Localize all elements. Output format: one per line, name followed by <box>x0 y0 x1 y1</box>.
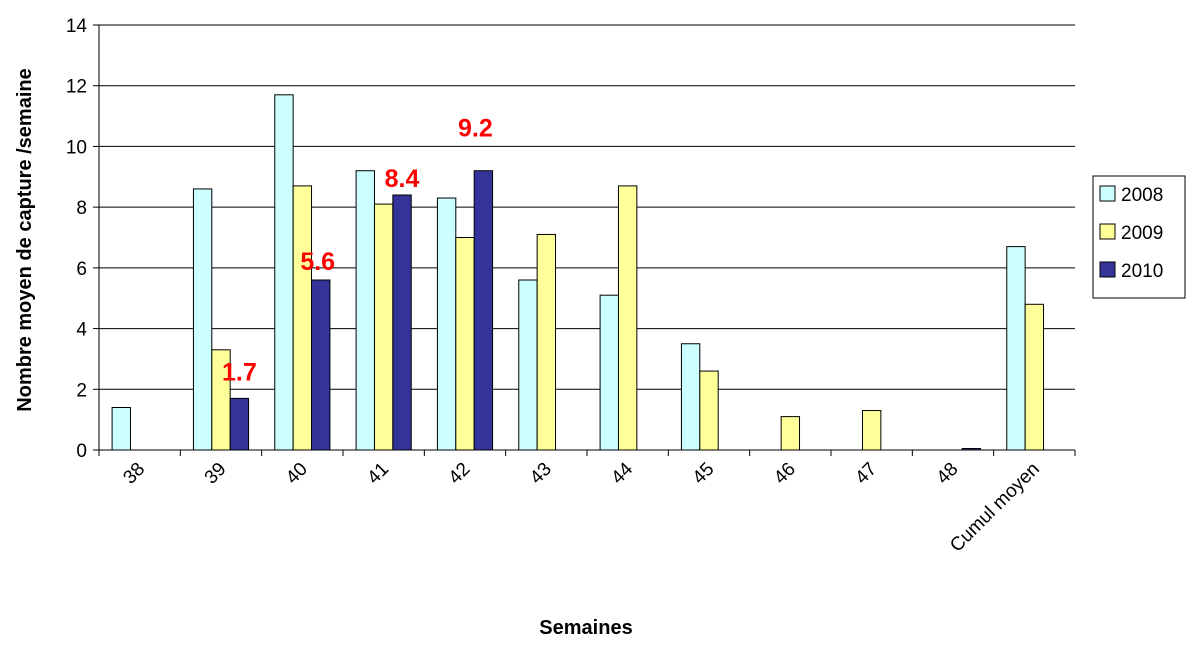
bar-2008-45 <box>680 343 701 451</box>
bar-2008-39 <box>192 188 213 451</box>
bar-2010-41 <box>392 194 412 451</box>
bars <box>111 94 1045 451</box>
legend-label-2008: 2008 <box>1121 185 1163 206</box>
x-tick-label: 47 <box>851 459 881 489</box>
bar-2009-47 <box>861 410 882 451</box>
bar-2008-38 <box>111 407 131 451</box>
legend-swatch-2008 <box>1099 185 1116 202</box>
bar-2008-cumul-moyen <box>1006 246 1026 451</box>
x-tick-label: 45 <box>689 459 719 489</box>
x-tick-label: 43 <box>526 459 556 489</box>
legend: 2008 2009 2010 <box>1092 175 1186 299</box>
data-label-41: 8.4 <box>385 165 420 193</box>
bar-2009-45 <box>699 370 719 451</box>
x-tick-label: 40 <box>282 459 312 489</box>
data-label-40: 5.6 <box>300 248 335 276</box>
legend-label-2010: 2010 <box>1121 261 1163 282</box>
bar-2008-41 <box>355 170 375 451</box>
y-tick-label: 4 <box>76 320 87 341</box>
legend-swatch-2010 <box>1099 261 1116 278</box>
y-tick-label: 14 <box>66 16 88 37</box>
data-label-42: 9.2 <box>458 115 493 143</box>
bar-2010-42 <box>473 170 494 451</box>
bar-2009-cumul-moyen <box>1024 303 1045 451</box>
x-tick-label: 44 <box>607 458 637 488</box>
bar-2008-40 <box>274 94 294 451</box>
x-tick-label: 46 <box>770 459 800 489</box>
x-tick-label: 48 <box>933 459 963 489</box>
bar-2010-40 <box>311 279 331 451</box>
bar-2009-46 <box>780 416 801 451</box>
bar-2009-41 <box>373 203 394 451</box>
x-tick-label: 38 <box>119 459 149 489</box>
y-axis-ticks: 0 2 4 6 8 10 12 14 <box>66 16 99 462</box>
x-axis-title: Semaines <box>539 617 632 639</box>
x-tick-label: 39 <box>201 459 231 489</box>
bar-2009-44 <box>617 185 638 451</box>
legend-label-2009: 2009 <box>1121 223 1163 244</box>
data-labels: 1.7 5.6 8.4 9.2 <box>222 115 493 387</box>
y-tick-label: 0 <box>76 441 87 462</box>
y-tick-label: 2 <box>76 380 87 401</box>
data-label-39: 1.7 <box>222 358 257 386</box>
bar-2009-42 <box>455 237 475 451</box>
bar-2008-43 <box>518 279 538 451</box>
x-tick-label: 42 <box>445 459 475 489</box>
bar-2008-42 <box>436 197 457 451</box>
bar-2009-43 <box>536 233 557 451</box>
y-tick-label: 12 <box>66 77 87 98</box>
bar-2010-39 <box>229 397 250 451</box>
bar-2008-44 <box>599 294 619 451</box>
gridlines <box>99 24 1075 390</box>
y-tick-label: 10 <box>66 137 87 158</box>
legend-swatch-2009 <box>1099 223 1116 240</box>
bar-2009-40 <box>292 185 313 451</box>
y-axis-title: Nombre moyen de capture /semaine <box>14 68 36 411</box>
y-tick-label: 8 <box>76 198 87 219</box>
x-tick-label: 41 <box>363 459 393 489</box>
y-tick-label: 6 <box>76 259 87 280</box>
